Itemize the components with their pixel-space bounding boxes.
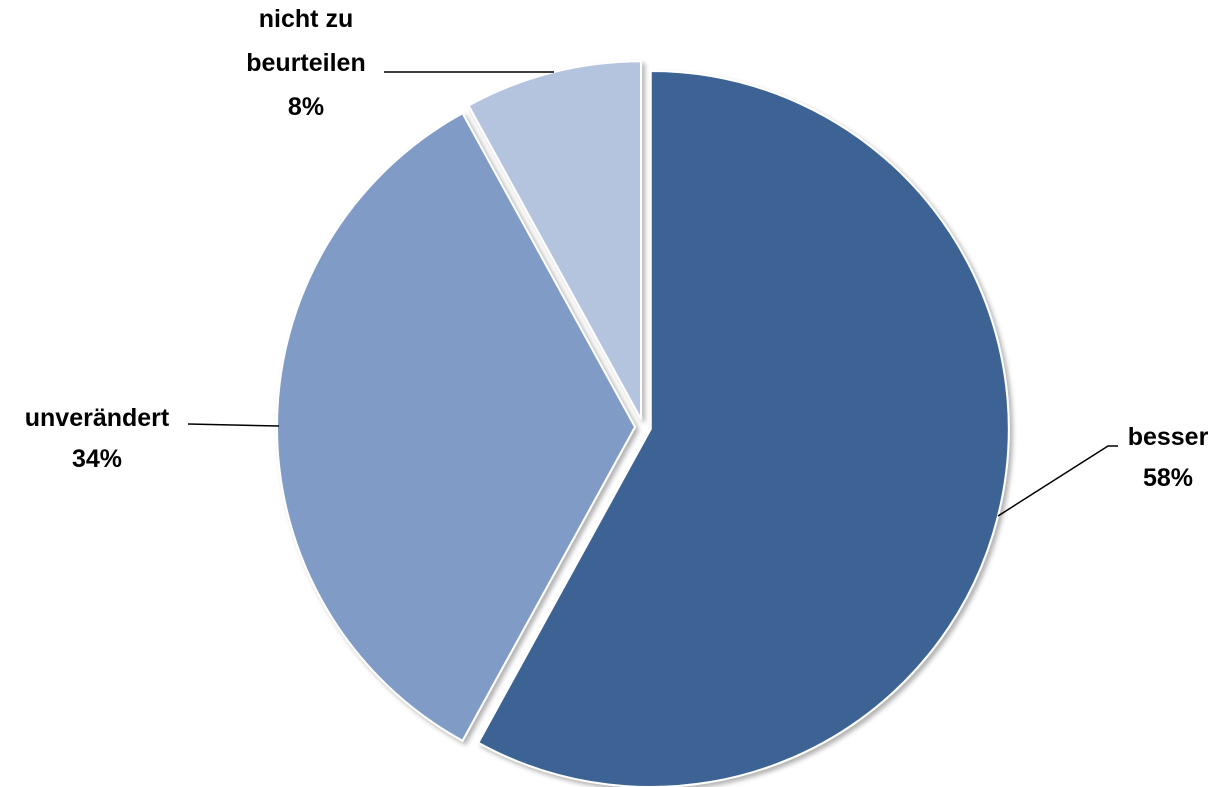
pie-slice-unveraendert: [276, 111, 637, 743]
slice-label-besser: besser 58%: [1128, 423, 1209, 492]
slice-value-label: 8%: [288, 93, 324, 121]
slice-label-text: besser: [1128, 423, 1209, 451]
slice-label-text-line-1: nicht zu: [259, 5, 353, 33]
slice-label-nicht-zu-beurteilen: nicht zu beurteilen 8%: [246, 5, 365, 121]
slice-label-unveraendert: unverändert 34%: [25, 404, 170, 473]
slice-label-text-line-2: beurteilen: [246, 49, 365, 77]
pie-slices: [276, 60, 1010, 787]
leader-lines: [187, 71, 1118, 517]
leader-line-besser: [997, 445, 1118, 517]
slice-label-text: unverändert: [25, 404, 170, 432]
leader-line-unveraendert: [187, 423, 280, 427]
slice-value-label: 34%: [72, 445, 122, 473]
slice-value-label: 58%: [1143, 464, 1193, 492]
